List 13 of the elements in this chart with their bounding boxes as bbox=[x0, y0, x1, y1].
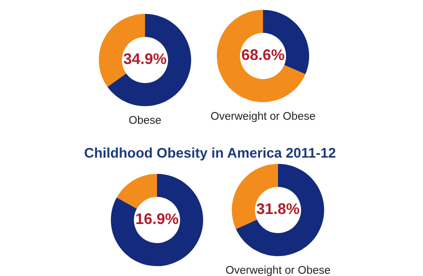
text: Obese bbox=[129, 116, 161, 124]
donut-slice bbox=[236, 164, 324, 256]
donut-slice bbox=[216, 10, 306, 102]
data-label: 34.9% bbox=[124, 53, 166, 64]
data-label: 31.8% bbox=[256, 203, 300, 214]
chart-title: Childhood Obesity in America 2011-12 bbox=[84, 148, 336, 160]
text: Overweight or Obese bbox=[211, 112, 316, 122]
text: Overweight or Obese bbox=[226, 266, 330, 276]
donut-slice bbox=[110, 174, 204, 266]
donut-slice bbox=[107, 14, 192, 106]
donut-slice bbox=[116, 174, 157, 209]
data-label: 68.6% bbox=[242, 49, 284, 60]
data-label: 16.9% bbox=[136, 213, 178, 224]
